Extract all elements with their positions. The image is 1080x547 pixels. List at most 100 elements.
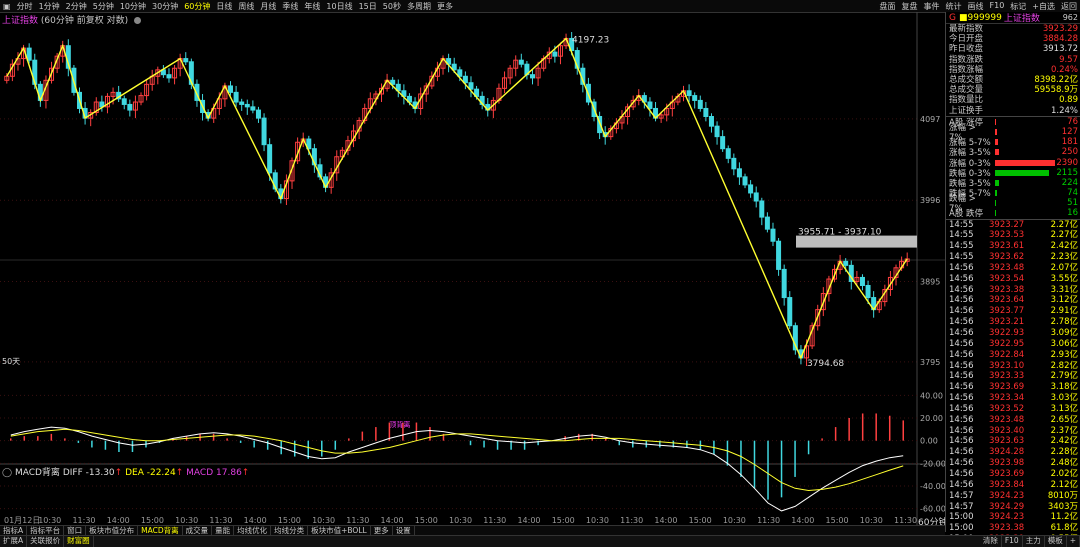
breadth-bar [995,210,996,217]
gear-icon[interactable] [133,17,141,24]
breadth-label: 涨幅 0-3% [949,158,991,169]
extension-right-2[interactable]: 主力 [1023,536,1045,547]
indicator-tab-11[interactable]: 设置 [393,526,415,536]
indicator-tab-0[interactable]: 指标A [0,526,28,536]
period-tab-4[interactable]: 10分钟 [119,1,147,11]
period-tab-0[interactable]: 分时 [16,1,33,11]
indicator-tab-5[interactable]: 成交量 [183,526,213,536]
breadth-label: A股 涨停 [949,117,984,128]
period-tab-13[interactable]: 15日 [358,1,377,11]
extension-right-3[interactable]: 模板 [1045,536,1067,547]
macd-header: ◯ MACD背离 DIFF -13.30↑ DEA -22.24↑ MACD 1… [2,468,250,478]
breadth-row[interactable]: 涨幅 3-5% 250 [946,147,1080,159]
toolbar-right-0[interactable]: 盘面 [879,1,896,11]
indicator-tab-4[interactable]: MACD背离 [138,526,183,536]
period-tab-2[interactable]: 2分钟 [65,1,87,11]
toolbar-right-6[interactable]: 标记 [1010,1,1027,11]
window-icon[interactable]: ▣ [3,1,11,11]
indicator-circle-icon[interactable]: ◯ [2,468,13,478]
breadth-row[interactable]: 跌幅 > 7% 51 [946,194,1080,214]
indicator-tab-8[interactable]: 均线分类 [271,526,309,536]
period-tab-16[interactable]: 更多 [436,1,453,11]
group-badge[interactable]: G [949,12,956,23]
macd-title[interactable]: MACD背离 [14,468,60,478]
chart-title: 上证指数 (60分钟 前复权 对数) [2,13,141,26]
candle-body [535,67,541,79]
extension-right-1[interactable]: F10 [1002,536,1023,547]
period-tab-7[interactable]: 日线 [216,1,233,11]
breadth-row[interactable]: 跌幅 0-3% 2115 [946,168,1080,179]
period-tab-8[interactable]: 周线 [238,1,255,11]
candle-body [194,83,200,101]
candle-body [843,260,849,266]
period-tab-11[interactable]: 年线 [304,1,321,11]
candle-body [26,47,32,61]
candle-body [792,325,798,351]
breadth-row[interactable]: 跌幅 3-5% 224 [946,178,1080,189]
breadth-row[interactable]: 涨幅 0-3% 2390 [946,157,1080,169]
period-tab-12[interactable]: 10日线 [326,1,353,11]
period-label[interactable]: 60分钟 [918,518,948,528]
tick-list[interactable]: 14:55 3923.27 2.27亿 14:55 3923.53 2.27亿 14:55 3… [946,220,1080,545]
breadth-row[interactable]: 涨幅 > 7% 127 [946,123,1080,143]
toolbar-right-3[interactable]: 统计 [945,1,962,11]
candle-body [770,228,776,242]
chart-index-name[interactable]: 上证指数 [2,16,39,26]
period-tab-3[interactable]: 5分钟 [92,1,114,11]
tick-time: 14:55 [949,230,974,241]
macd-tick: -20.00 [920,459,945,468]
indicator-tab-6[interactable]: 量能 [212,526,235,536]
time-tick: 14:00 [517,516,540,525]
tick-amount: 3.09亿 [1050,328,1078,338]
extension-tab-1[interactable]: 关联报价 [27,536,65,547]
period-tab-15[interactable]: 多周期 [406,1,431,11]
period-tab-14[interactable]: 50秒 [382,1,401,11]
tick-price: 3922.84 [989,349,1025,360]
stat-row: 指数量比 0.89 [946,95,1080,105]
toolbar-right-2[interactable]: 事件 [923,1,940,11]
breadth-row[interactable]: 跌幅 5-7% 74 [946,188,1080,199]
toolbar-right-4[interactable]: 画线 [967,1,984,11]
indicator-tab-7[interactable]: 均线优化 [234,526,272,536]
toolbar-right-7[interactable]: +自选 [1032,1,1055,11]
toolbar-right-8[interactable]: 返回 [1061,1,1077,11]
indicator-tab-9[interactable]: 板块市值+BOLL [308,526,371,536]
extension-right-0[interactable]: 清除 [980,536,1002,547]
box-label: 3955.71 - 3937.10 [798,228,882,238]
indicator-tab-2[interactable]: 窗口 [64,526,87,536]
candle-body [748,184,754,194]
period-tab-5[interactable]: 30分钟 [152,1,179,11]
candle-body [859,276,865,286]
candle-body [815,309,821,327]
breadth-row[interactable]: A股 涨停 76 [946,117,1080,128]
extension-right-4[interactable]: + [1067,536,1080,547]
kline-chart[interactable]: 3955.71 - 3937.10 4197.23 3794.68 50天 40… [0,12,945,525]
breadth-label: 涨幅 > 7% [949,122,976,143]
indicator-tab-10[interactable]: 更多 [371,526,393,536]
candle-body [306,138,312,150]
period-tab-1[interactable]: 1分钟 [38,1,60,11]
breadth-label: 跌幅 0-3% [949,168,991,179]
extension-tab-2[interactable]: 财富圈 [64,536,94,547]
toolbar-right-5[interactable]: F10 [989,0,1005,10]
period-tab-6[interactable]: 60分钟 [184,1,211,11]
candle-body [390,79,396,85]
breadth-bar [995,200,996,207]
candle-body [216,98,222,109]
candle-body [144,83,150,97]
extension-tab-0[interactable]: 扩展A [0,536,28,547]
tick-price: 3922.93 [989,328,1025,338]
breadth-row[interactable]: 涨幅 5-7% 181 [946,137,1080,148]
period-tab-9[interactable]: 月线 [260,1,277,11]
tick-time: 14:56 [949,295,974,306]
indicator-tab-3[interactable]: 板块市值分布 [86,526,139,536]
tick-amount: 2.23亿 [1050,252,1078,263]
toolbar-right-1[interactable]: 复盘 [901,1,918,11]
indicator-tab-1[interactable]: 指标平台 [27,526,65,536]
breadth-label: 涨幅 3-5% [949,148,991,159]
candle-body [781,268,787,299]
tick-time: 14:56 [949,338,974,349]
period-tab-10[interactable]: 季线 [282,1,299,11]
tick-price: 3923.69 [989,468,1025,479]
breadth-row[interactable]: A股 跌停 16 [946,208,1080,219]
